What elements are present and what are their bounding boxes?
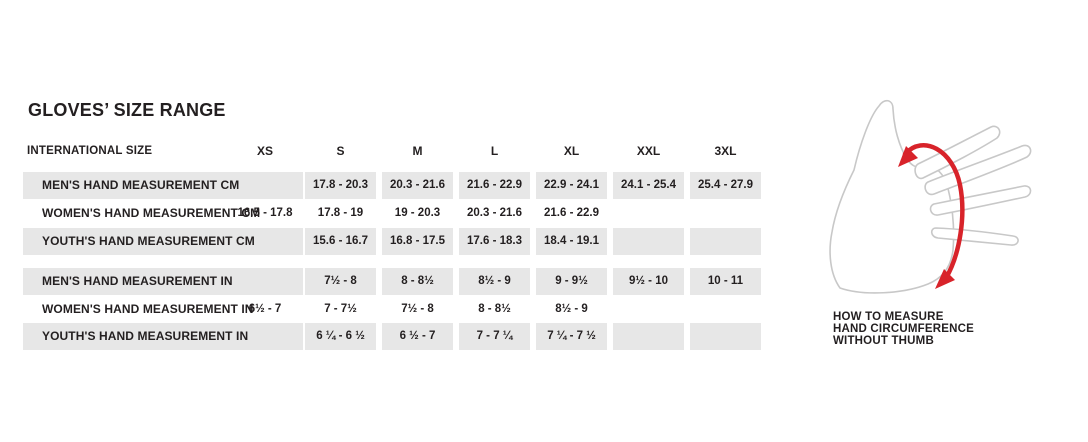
value-cell <box>613 228 684 255</box>
value-cell <box>459 268 530 295</box>
row-band <box>23 268 303 295</box>
row-label: MEN'S HAND MEASUREMENT IN <box>42 274 233 288</box>
cell-value: 21.6 - 22.9 <box>544 207 599 219</box>
arrowhead-top <box>898 146 918 167</box>
column-header-size: L <box>490 144 499 158</box>
value-cell <box>690 323 761 350</box>
hand-outline <box>829 99 1032 294</box>
measure-instructions: HOW TO MEASURE HAND CIRCUMFERENCE WITHOU… <box>833 311 974 347</box>
row-label: WOMEN'S HAND MEASUREMENT CM <box>42 206 261 220</box>
cell-value: 21.6 - 22.9 <box>467 179 522 191</box>
cell-value: 10 - 11 <box>707 275 744 287</box>
row-band <box>23 172 303 199</box>
value-cell <box>690 172 761 199</box>
cell-value: 6 ½ - 7 <box>399 330 436 342</box>
cell-value: 6 ¼ - 6 ½ <box>316 330 365 342</box>
middle-finger-outline <box>924 144 1032 196</box>
cell-value: 22.9 - 24.1 <box>544 179 599 191</box>
xs-value: 16.5 - 17.8 <box>237 207 293 219</box>
value-cell <box>382 172 453 199</box>
page-title: GLOVES’ SIZE RANGE <box>28 100 226 120</box>
cell-value: 8½ - 9 <box>478 275 511 287</box>
cell-value: 17.6 - 18.3 <box>467 235 522 247</box>
ring-finger-outline <box>929 185 1032 216</box>
cell-value: 7 ¼ - 7 ½ <box>547 330 596 342</box>
cell-value: 7½ - 8 <box>324 275 357 287</box>
value-cell <box>382 268 453 295</box>
arrowhead-bottom <box>935 269 955 289</box>
column-header-label: INTERNATIONAL SIZE <box>27 145 153 157</box>
value-cell <box>690 228 761 255</box>
cell-value: 20.3 - 21.6 <box>390 179 445 191</box>
value-cell <box>305 228 376 255</box>
row-label: WOMEN'S HAND MEASUREMENT IN <box>42 302 254 316</box>
column-header-size: XS <box>256 144 274 158</box>
row-label: YOUTH'S HAND MEASUREMENT CM <box>42 234 255 248</box>
row-label: YOUTH'S HAND MEASUREMENT IN <box>42 329 249 343</box>
row-band <box>23 323 303 350</box>
value-cell <box>459 228 530 255</box>
cell-value: 17.8 - 20.3 <box>313 179 368 191</box>
cell-value: 7 - 7 ¼ <box>476 330 513 342</box>
cell-value: 8½ - 9 <box>555 303 588 315</box>
column-header-size: M <box>412 144 423 158</box>
cell-value: 9½ - 10 <box>629 275 668 287</box>
measure-arrow <box>898 143 965 289</box>
cell-value: 7½ - 8 <box>401 303 434 315</box>
value-cell <box>613 323 684 350</box>
cell-value: 9 - 9½ <box>555 275 588 287</box>
cell-value: 17.8 - 19 <box>317 207 364 219</box>
cell-value: 8 - 8½ <box>401 275 434 287</box>
instructions-line-3: WITHOUT THUMB <box>833 335 934 347</box>
palm-thumb-outline <box>829 99 955 294</box>
row-label: MEN'S HAND MEASUREMENT CM <box>42 178 240 192</box>
column-header-size: 3XL <box>714 144 737 158</box>
row-band <box>23 228 303 255</box>
cell-value: 15.6 - 16.7 <box>313 235 368 247</box>
value-cell <box>536 228 607 255</box>
value-cell <box>536 268 607 295</box>
value-cell <box>613 268 684 295</box>
cell-value: 8 - 8½ <box>478 303 511 315</box>
cell-value: 25.4 - 27.9 <box>698 179 753 191</box>
cell-value: 24.1 - 25.4 <box>621 179 676 191</box>
value-cell <box>305 172 376 199</box>
column-header-size: S <box>336 144 345 158</box>
xs-value: 6½ - 7 <box>248 303 282 315</box>
value-cell <box>382 323 453 350</box>
value-cell <box>459 172 530 199</box>
value-cell <box>536 172 607 199</box>
measure-arc <box>902 143 965 281</box>
value-cell <box>305 323 376 350</box>
value-cell <box>305 268 376 295</box>
cell-value: 19 - 20.3 <box>394 207 441 219</box>
column-header-size: XL <box>563 144 580 158</box>
instructions-line-1: HOW TO MEASURE <box>833 311 944 323</box>
cell-value: 18.4 - 19.1 <box>544 235 599 247</box>
value-cell <box>536 323 607 350</box>
value-cell <box>690 268 761 295</box>
index-finger-outline <box>914 125 1001 180</box>
value-cell <box>613 172 684 199</box>
instructions-line-2: HAND CIRCUMFERENCE <box>833 323 974 335</box>
value-cell <box>382 228 453 255</box>
value-cell <box>459 323 530 350</box>
cell-value: 16.8 - 17.5 <box>390 235 445 247</box>
cell-value: 20.3 - 21.6 <box>467 207 522 219</box>
cell-value: 7 - 7½ <box>324 303 357 315</box>
column-header-size: XXL <box>636 144 661 158</box>
pinky-finger-outline <box>930 227 1019 246</box>
hand-illustration <box>829 99 1032 294</box>
